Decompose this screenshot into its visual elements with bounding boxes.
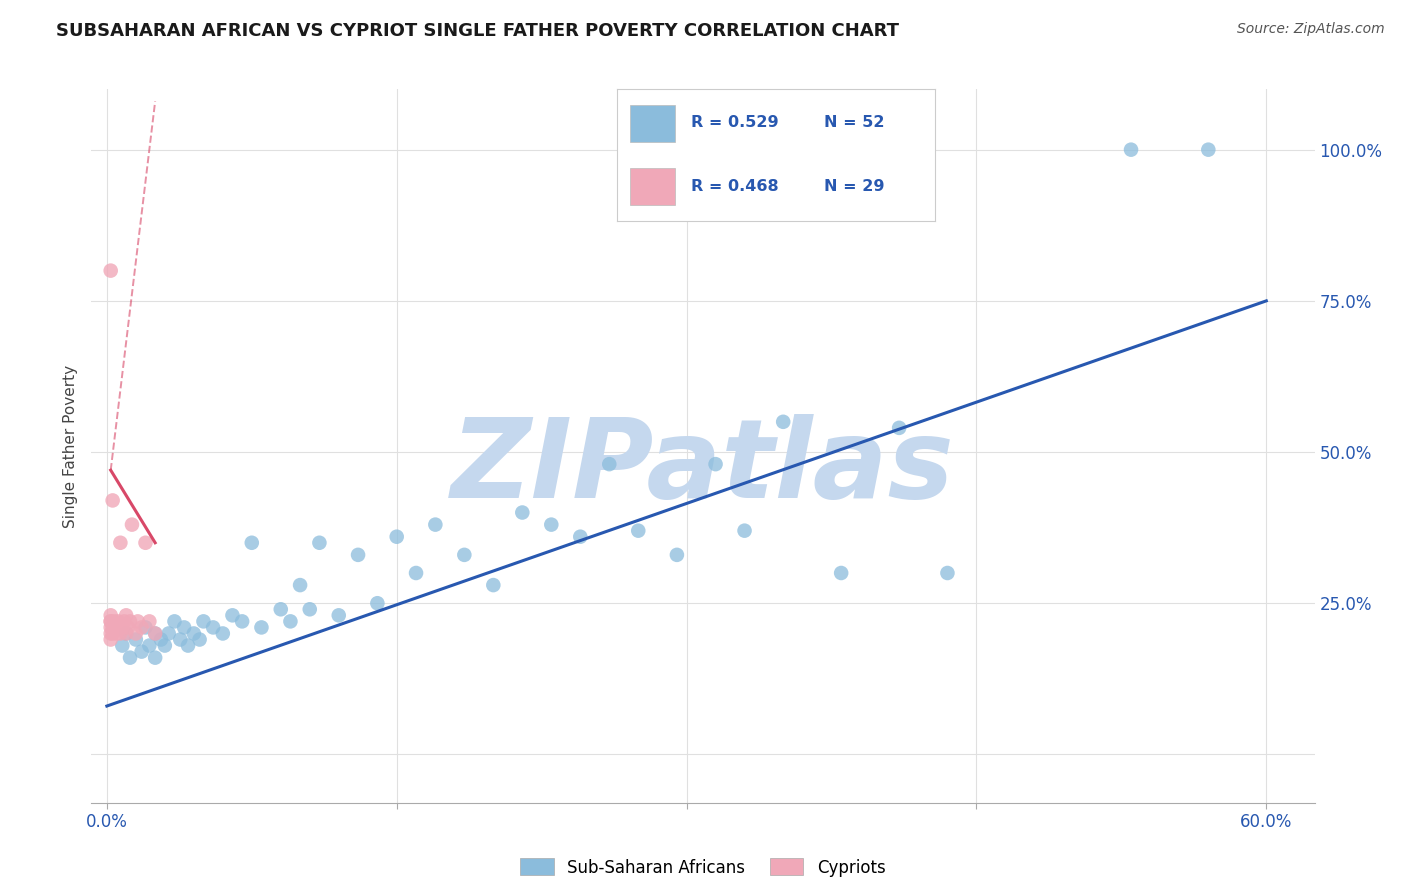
Point [143, 626, 166, 640]
Point [131, 645, 153, 659]
Point [366, 596, 388, 610]
Point [118, 650, 141, 665]
Point [510, 506, 533, 520]
Point [103, 615, 125, 629]
Point [193, 615, 215, 629]
Text: ZIPatlas: ZIPatlas [451, 414, 955, 521]
Point [405, 566, 427, 580]
Point [125, 632, 148, 647]
Point [125, 626, 148, 640]
Legend: Sub-Saharan Africans, Cypriots: Sub-Saharan Africans, Cypriots [520, 858, 886, 877]
Point [110, 535, 132, 549]
Point [936, 566, 959, 580]
Point [112, 615, 135, 629]
Point [453, 548, 475, 562]
Point [115, 626, 138, 640]
Point [240, 535, 263, 549]
Point [1119, 143, 1142, 157]
Point [138, 639, 160, 653]
Point [107, 615, 129, 629]
Y-axis label: Single Father Poverty: Single Father Poverty [63, 365, 79, 527]
Point [177, 639, 200, 653]
Point [105, 626, 128, 640]
Point [100, 615, 122, 629]
Text: Source: ZipAtlas.com: Source: ZipAtlas.com [1237, 22, 1385, 37]
Point [138, 615, 160, 629]
Point [101, 626, 124, 640]
Point [772, 415, 794, 429]
Point [143, 626, 166, 640]
Point [105, 620, 128, 634]
Point [111, 620, 134, 634]
Point [163, 615, 186, 629]
Point [117, 620, 139, 634]
Point [288, 578, 311, 592]
Point [153, 639, 176, 653]
Point [111, 639, 134, 653]
Point [157, 626, 180, 640]
Point [149, 632, 172, 647]
Point [127, 615, 149, 629]
Point [569, 530, 592, 544]
Point [221, 608, 243, 623]
Point [270, 602, 292, 616]
Point [143, 650, 166, 665]
Point [347, 548, 370, 562]
Point [115, 608, 138, 623]
Point [100, 620, 122, 634]
Point [704, 457, 727, 471]
Point [131, 620, 153, 634]
Point [100, 263, 122, 277]
Point [540, 517, 562, 532]
Point [250, 620, 273, 634]
Point [101, 620, 124, 634]
Point [100, 615, 122, 629]
Point [121, 517, 143, 532]
Point [134, 620, 156, 634]
Point [385, 530, 408, 544]
Point [308, 535, 330, 549]
Point [202, 620, 225, 634]
Point [830, 566, 852, 580]
Point [280, 615, 302, 629]
Point [211, 626, 233, 640]
Point [134, 535, 156, 549]
Point [188, 632, 211, 647]
Point [1197, 143, 1219, 157]
Point [183, 626, 205, 640]
Point [101, 493, 124, 508]
Point [100, 626, 122, 640]
Point [298, 602, 321, 616]
Point [169, 632, 191, 647]
Point [115, 626, 138, 640]
Point [100, 632, 122, 647]
Point [173, 620, 195, 634]
Point [328, 608, 350, 623]
Point [100, 608, 122, 623]
Point [734, 524, 756, 538]
Point [425, 517, 447, 532]
Point [231, 615, 253, 629]
Point [627, 524, 650, 538]
Point [665, 548, 688, 562]
Point [482, 578, 505, 592]
Point [118, 615, 141, 629]
Point [110, 626, 132, 640]
Point [889, 421, 911, 435]
Text: SUBSAHARAN AFRICAN VS CYPRIOT SINGLE FATHER POVERTY CORRELATION CHART: SUBSAHARAN AFRICAN VS CYPRIOT SINGLE FAT… [56, 22, 900, 40]
Point [598, 457, 620, 471]
